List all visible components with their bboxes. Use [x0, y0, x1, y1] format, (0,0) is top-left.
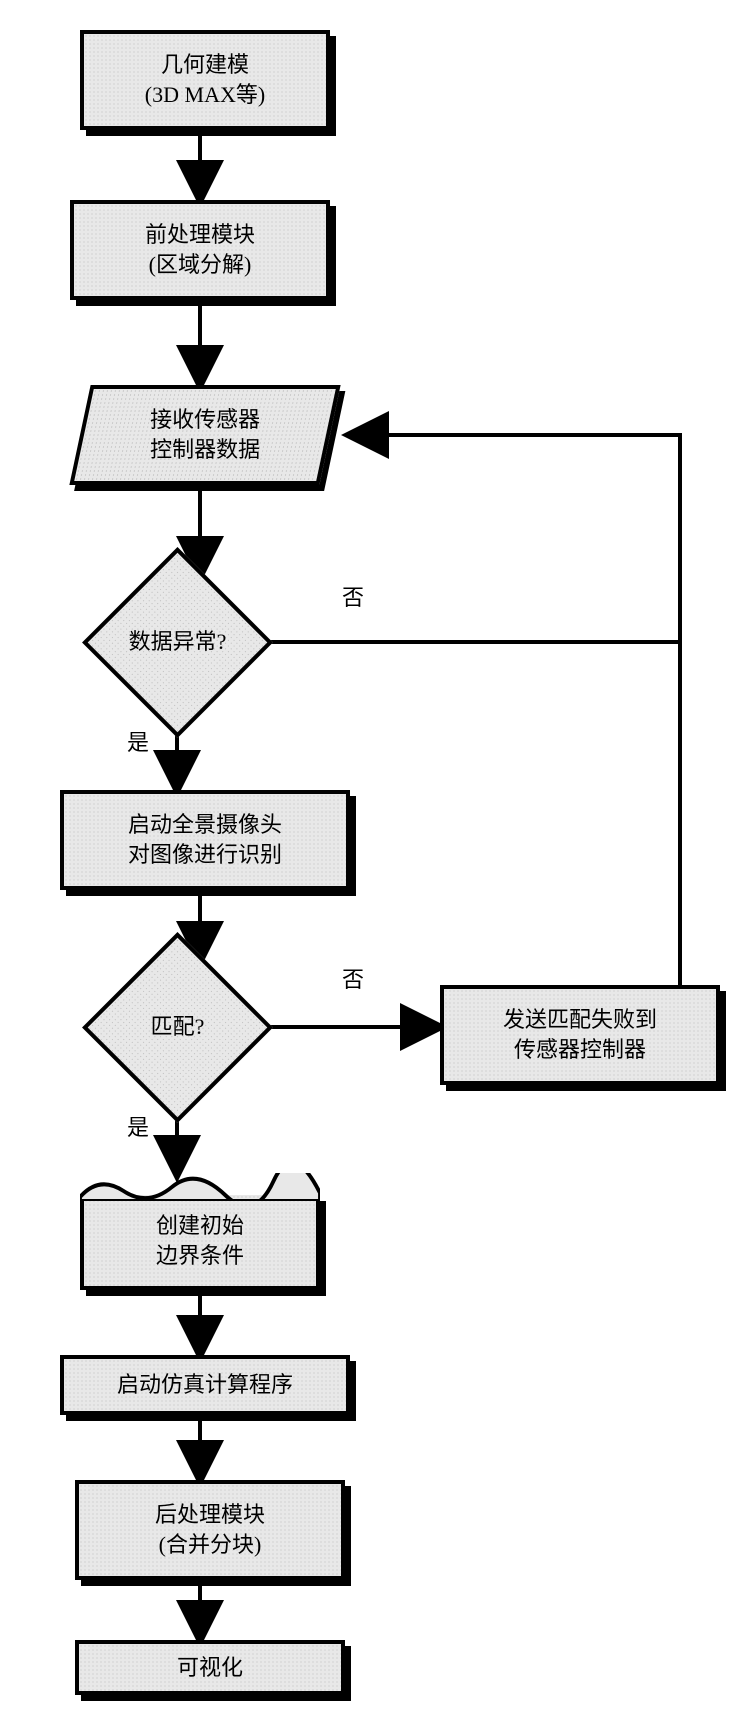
- flowchart-canvas: 几何建模 (3D MAX等) 前处理模块 (区域分解) 接收传感器 控制器数据 …: [20, 20, 740, 1700]
- node-visualize: 可视化: [75, 1640, 345, 1695]
- node-label: 创建初始 边界条件: [156, 1211, 244, 1270]
- node-geometry-modeling: 几何建模 (3D MAX等): [80, 30, 330, 130]
- edge-label-yes-2: 是: [125, 1110, 151, 1142]
- node-receive-sensor-data: 接收传感器 控制器数据: [69, 385, 340, 485]
- node-preprocess: 前处理模块 (区域分解): [70, 200, 330, 300]
- node-label: 发送匹配失败到 传感器控制器: [503, 1005, 657, 1064]
- node-label: 后处理模块 (合并分块): [155, 1500, 265, 1559]
- edge-label-no-1: 否: [340, 580, 366, 612]
- node-label: 启动仿真计算程序: [117, 1370, 293, 1400]
- node-start-simulation: 启动仿真计算程序: [60, 1355, 350, 1415]
- node-label: 可视化: [177, 1653, 243, 1683]
- node-label: 启动全景摄像头 对图像进行识别: [128, 810, 282, 869]
- node-label: 几何建模 (3D MAX等): [145, 50, 265, 109]
- node-label: 接收传感器 控制器数据: [150, 405, 260, 464]
- decision-match: 匹配?: [110, 960, 245, 1095]
- node-postprocess: 后处理模块 (合并分块): [75, 1480, 345, 1580]
- edge-label-no-2: 否: [340, 962, 366, 994]
- node-label: 前处理模块 (区域分解): [145, 220, 255, 279]
- node-send-match-failure: 发送匹配失败到 传感器控制器: [440, 985, 720, 1085]
- node-start-camera-recognition: 启动全景摄像头 对图像进行识别: [60, 790, 350, 890]
- edge-label-yes-1: 是: [125, 725, 151, 757]
- decision-data-abnormal: 数据异常?: [110, 575, 245, 710]
- torn-edge-icon: [80, 1173, 320, 1201]
- node-create-boundary-conditions: 创建初始 边界条件: [80, 1195, 320, 1290]
